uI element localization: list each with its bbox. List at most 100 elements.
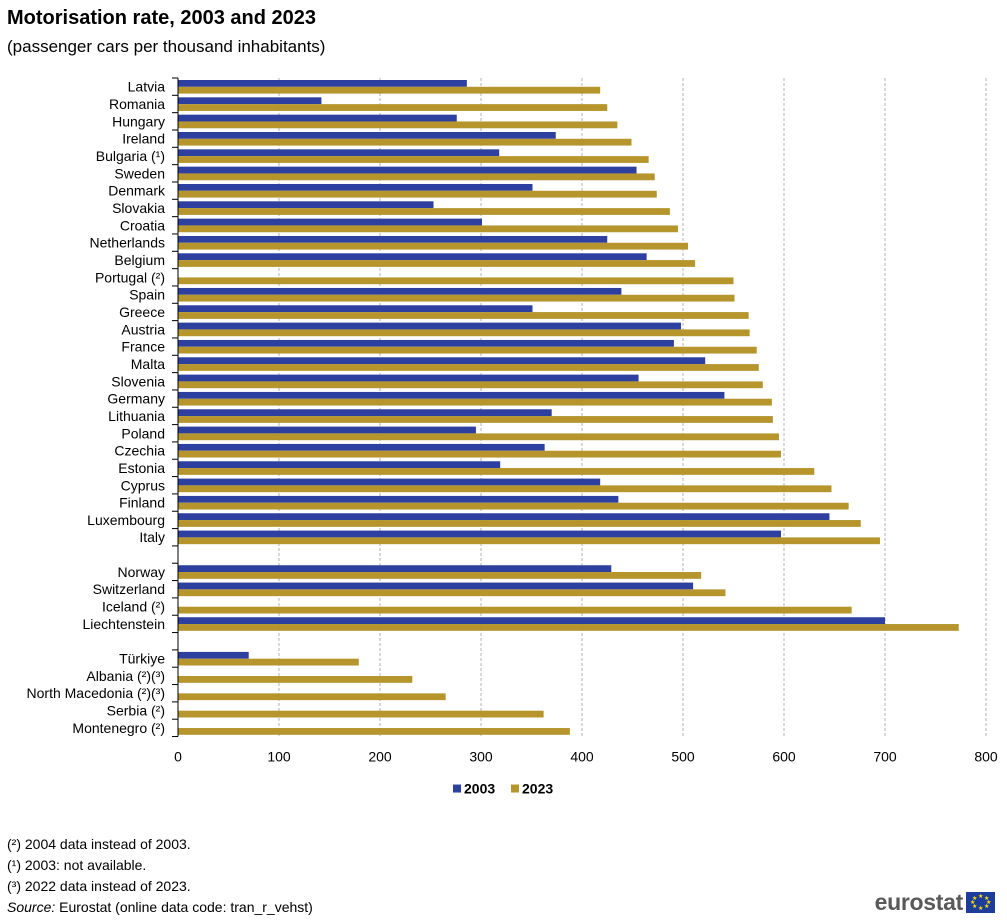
source-text: Eurostat (online data code: tran_r_vehst… bbox=[55, 899, 313, 915]
bar-2003 bbox=[178, 218, 483, 226]
bar-2003 bbox=[178, 582, 694, 590]
source-line: Source: Eurostat (online data code: tran… bbox=[7, 897, 313, 918]
category-label: Ireland bbox=[122, 131, 165, 147]
bar-2023 bbox=[178, 693, 446, 701]
category-label: North Macedonia (²)(³) bbox=[27, 685, 165, 701]
bar-2023 bbox=[178, 381, 763, 389]
bar-2003 bbox=[178, 131, 556, 139]
category-label: Romania bbox=[109, 96, 165, 112]
bar-2003 bbox=[178, 287, 622, 295]
bar-2023 bbox=[178, 658, 359, 666]
bar-2003 bbox=[178, 305, 533, 313]
bar-2023 bbox=[178, 572, 702, 579]
x-tick-label: 700 bbox=[873, 749, 897, 765]
footnote-2004-data: (²) 2004 data instead of 2003. bbox=[7, 836, 191, 852]
bar-2023 bbox=[178, 346, 757, 354]
category-label: Cyprus bbox=[121, 477, 165, 493]
bar-2023 bbox=[178, 225, 678, 233]
category-label: Norway bbox=[118, 564, 165, 580]
bar-2003 bbox=[178, 253, 647, 261]
category-label: Malta bbox=[131, 356, 165, 372]
x-tick-label: 400 bbox=[570, 749, 594, 765]
footnote-not-available: (¹) 2003: not available. bbox=[7, 857, 147, 873]
x-tick-label: 600 bbox=[772, 749, 796, 765]
bar-2023 bbox=[178, 312, 749, 319]
bar-2023 bbox=[178, 138, 632, 146]
bar-2003 bbox=[178, 374, 639, 382]
bar-2023 bbox=[178, 156, 649, 163]
bar-2023 bbox=[178, 121, 618, 129]
category-label: Liechtenstein bbox=[82, 616, 165, 632]
bar-2003 bbox=[178, 166, 637, 174]
bar-2003 bbox=[178, 478, 601, 486]
category-label: Germany bbox=[107, 391, 165, 407]
eurostat-logo: eurostat ★ ★ ★ ★ ★ ★ ★ ★ bbox=[875, 889, 995, 916]
category-label: Netherlands bbox=[90, 235, 166, 251]
footnotes: (²) 2004 data instead of 2003. (¹) 2003:… bbox=[7, 834, 313, 918]
category-label: Spain bbox=[129, 287, 165, 303]
bar-2003 bbox=[178, 339, 674, 347]
bar-2023 bbox=[178, 710, 544, 718]
category-label: Slovakia bbox=[112, 200, 165, 216]
bar-2023 bbox=[178, 676, 413, 683]
bar-2023 bbox=[178, 86, 601, 94]
category-label: Sweden bbox=[114, 165, 165, 181]
legend-swatch-2003 bbox=[453, 784, 461, 793]
bar-2003 bbox=[178, 80, 467, 87]
source-label: Source: bbox=[7, 899, 56, 915]
x-tick-label: 100 bbox=[267, 749, 291, 765]
bar-2023 bbox=[178, 468, 815, 475]
x-tick-label: 200 bbox=[368, 749, 392, 765]
bar-2023 bbox=[178, 416, 773, 423]
bar-2003 bbox=[178, 461, 501, 469]
bar-2023 bbox=[178, 502, 849, 510]
bar-2003 bbox=[178, 426, 476, 434]
category-label: Greece bbox=[119, 304, 165, 320]
category-label: Croatia bbox=[120, 217, 165, 233]
legend-label-2003: 2003 bbox=[464, 781, 495, 797]
category-label: Luxembourg bbox=[87, 512, 165, 528]
category-label: Slovenia bbox=[111, 373, 165, 389]
category-label: Lithuania bbox=[108, 408, 165, 424]
x-tick-label: 0 bbox=[174, 749, 182, 765]
category-label: Türkiye bbox=[119, 651, 165, 667]
bar-2003 bbox=[178, 235, 608, 243]
category-label: Montenegro (²) bbox=[72, 720, 165, 736]
bar-2023 bbox=[178, 520, 861, 527]
category-label: Bulgaria (¹) bbox=[96, 148, 165, 164]
bar-2003 bbox=[178, 530, 781, 538]
bar-2023 bbox=[178, 398, 772, 406]
bar-2023 bbox=[178, 364, 759, 371]
category-label: France bbox=[121, 339, 165, 355]
category-label: Denmark bbox=[108, 183, 166, 199]
bar-2023 bbox=[178, 537, 880, 545]
chart-subtitle: (passenger cars per thousand inhabitants… bbox=[7, 37, 326, 56]
bar-2003 bbox=[178, 617, 885, 625]
eu-flag-icon: ★ ★ ★ ★ ★ ★ ★ ★ bbox=[966, 892, 995, 913]
bar-2023 bbox=[178, 433, 779, 441]
bar-2023 bbox=[178, 485, 832, 493]
eurostat-wordmark: eurostat bbox=[874, 889, 964, 915]
bar-2003 bbox=[178, 495, 619, 503]
bar-2003 bbox=[178, 391, 725, 399]
bar-2023 bbox=[178, 190, 657, 198]
category-label: Albania (²)(³) bbox=[86, 668, 165, 684]
chart-title: Motorisation rate, 2003 and 2023 bbox=[7, 7, 317, 29]
category-label: Poland bbox=[121, 425, 165, 441]
bar-2023 bbox=[178, 624, 959, 631]
bar-2023 bbox=[178, 242, 689, 250]
category-label: Latvia bbox=[128, 79, 166, 95]
bar-2023 bbox=[178, 208, 670, 215]
category-label: Estonia bbox=[118, 460, 165, 476]
bar-2023 bbox=[178, 294, 735, 302]
bar-2003 bbox=[178, 513, 830, 521]
bar-2003 bbox=[178, 409, 552, 417]
category-label: Finland bbox=[119, 495, 165, 511]
legend-swatch-2023 bbox=[511, 784, 519, 793]
category-label: Portugal (²) bbox=[95, 269, 165, 285]
bar-2023 bbox=[178, 104, 608, 111]
bar-2003 bbox=[178, 97, 322, 105]
bar-2023 bbox=[178, 173, 655, 181]
bar-2023 bbox=[178, 450, 781, 458]
